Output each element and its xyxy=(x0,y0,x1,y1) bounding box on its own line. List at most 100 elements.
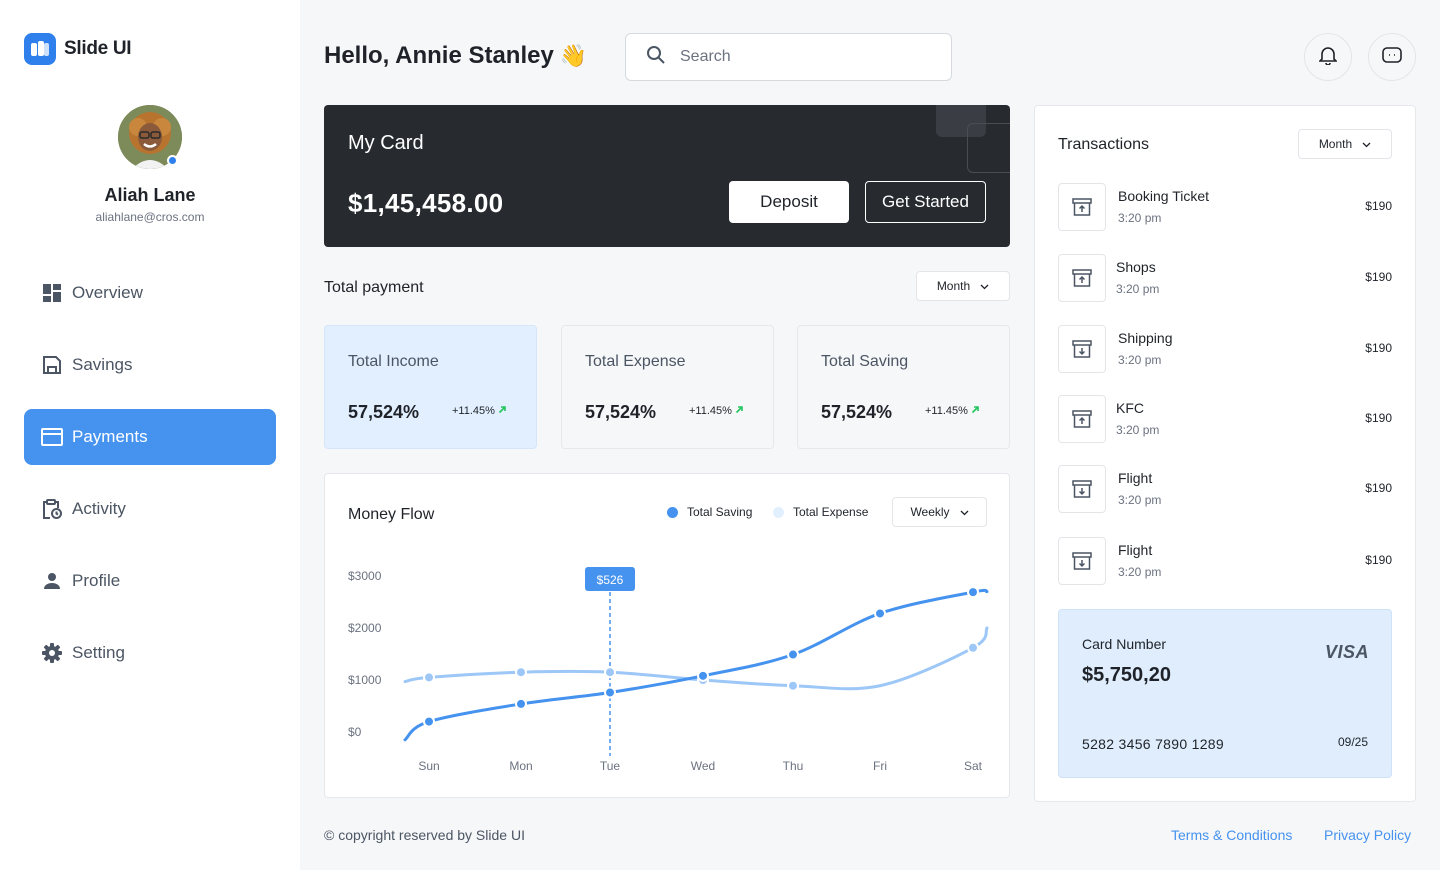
y-tick-label: $3000 xyxy=(348,569,382,583)
transaction-item[interactable]: Shipping 3:20 pm $190 xyxy=(1058,325,1392,375)
data-point xyxy=(604,666,616,679)
page-greeting: Hello, Annie Stanley 👋 xyxy=(324,42,587,70)
save-icon xyxy=(41,354,63,376)
money-flow-chart: $3000 $2000 $1000 $0 Sun Mon Tue Wed Thu Fri Sat $5… xyxy=(348,567,989,773)
sidebar-item-savings[interactable]: Savings xyxy=(24,337,276,393)
sidebar-item-overview[interactable]: Overview xyxy=(24,265,276,321)
clipboard-clock-icon xyxy=(41,498,63,520)
tooltip-label: $526 xyxy=(597,573,624,587)
transaction-item[interactable]: Booking Ticket 3:20 pm $190 xyxy=(1058,183,1392,233)
transaction-item[interactable]: KFC 3:20 pm $190 xyxy=(1058,395,1392,445)
data-point xyxy=(604,686,616,699)
transaction-time: 3:20 pm xyxy=(1118,353,1162,367)
search-input[interactable] xyxy=(680,48,920,66)
legend-swatch xyxy=(773,506,784,518)
card-decoration xyxy=(936,105,986,137)
search-bar[interactable] xyxy=(625,33,952,81)
messages-button[interactable] xyxy=(1368,33,1416,81)
deposit-button[interactable]: Deposit xyxy=(729,181,849,223)
notifications-button[interactable] xyxy=(1304,33,1352,81)
grid-icon xyxy=(41,282,63,304)
stat-label: Total Saving xyxy=(821,353,909,370)
visa-card[interactable]: Card Number $5,750,20 VISA 5282 3456 789… xyxy=(1058,609,1392,778)
stat-change-text: +11.45% xyxy=(689,405,732,417)
gear-icon xyxy=(41,642,63,664)
x-tick-label: Sat xyxy=(964,759,983,773)
sidebar-item-label: Payments xyxy=(72,427,148,446)
privacy-link[interactable]: Privacy Policy xyxy=(1324,827,1412,843)
money-flow-period-select[interactable]: Weekly xyxy=(892,497,987,527)
brand[interactable]: Slide UI xyxy=(24,33,132,65)
sidebar-item-payments[interactable]: Payments xyxy=(24,409,276,465)
transaction-amount: $190 xyxy=(1365,199,1392,213)
card-decoration xyxy=(967,123,1010,173)
stat-card-total-income[interactable]: Total Income 57,524% +11.45% xyxy=(324,325,537,449)
transaction-name: Shops xyxy=(1116,259,1156,275)
my-card-panel: My Card $1,45,458.00 Deposit Get Started xyxy=(324,105,1010,247)
sidebar-item-label: Overview xyxy=(72,283,143,302)
transaction-name: Booking Ticket xyxy=(1118,188,1210,204)
stat-change: +11.45% xyxy=(689,405,744,417)
sidebar-item-activity[interactable]: Activity xyxy=(24,481,276,537)
archive-down-icon xyxy=(1058,537,1106,585)
transaction-time: 3:20 pm xyxy=(1116,282,1160,296)
transaction-name: KFC xyxy=(1116,400,1144,416)
card-number-label: Card Number xyxy=(1082,636,1167,652)
data-point xyxy=(423,671,435,684)
transaction-amount: $190 xyxy=(1365,481,1392,495)
my-card-title: My Card xyxy=(348,132,424,154)
data-point xyxy=(967,641,979,654)
data-point xyxy=(423,715,435,728)
x-tick-label: Thu xyxy=(783,759,804,773)
stat-change-text: +11.45% xyxy=(925,405,968,417)
total-payment-period-select[interactable]: Month xyxy=(916,271,1010,301)
avatar[interactable] xyxy=(118,105,182,169)
user-email: aliahlane@cros.com xyxy=(95,210,205,224)
card-expiry: 09/25 xyxy=(1337,735,1368,749)
archive-down-icon xyxy=(1058,465,1106,513)
stat-card-total-saving[interactable]: Total Saving 57,524% +11.45% xyxy=(797,325,1010,449)
sidebar-nav: Overview Savings Payments Activity Profi… xyxy=(24,265,276,697)
greeting-text: Hello, Annie Stanley xyxy=(324,42,554,69)
x-tick-label: Mon xyxy=(509,759,532,773)
transaction-name: Shipping xyxy=(1118,330,1173,346)
stat-change: +11.45% xyxy=(452,405,507,417)
tooltip-box xyxy=(585,567,635,591)
x-tick-label: Wed xyxy=(691,759,715,773)
footer-copyright: © copyright reserved by Slide UI xyxy=(324,827,525,843)
sidebar-item-profile[interactable]: Profile xyxy=(24,553,276,609)
x-tick-label: Fri xyxy=(873,759,887,773)
search-icon xyxy=(646,45,666,70)
transaction-time: 3:20 pm xyxy=(1118,565,1162,579)
avatar-image xyxy=(118,105,182,169)
data-point xyxy=(515,697,527,710)
online-status-dot xyxy=(167,155,178,166)
sidebar-item-setting[interactable]: Setting xyxy=(24,625,276,681)
y-tick-label: $0 xyxy=(348,725,362,739)
credit-card-icon xyxy=(41,426,63,448)
transaction-time: 3:20 pm xyxy=(1118,493,1162,507)
transaction-item[interactable]: Shops 3:20 pm $190 xyxy=(1058,254,1392,304)
terms-link[interactable]: Terms & Conditions xyxy=(1171,827,1293,843)
bell-icon xyxy=(1318,45,1338,70)
period-label: Weekly xyxy=(910,505,950,519)
transactions-panel: Transactions Month Booking Ticket 3:20 p… xyxy=(1034,105,1416,802)
total-payment-title: Total payment xyxy=(324,279,424,296)
card-number: 5282 3456 7890 1289 xyxy=(1082,736,1224,752)
transaction-name: Flight xyxy=(1118,542,1153,558)
stat-card-total-expense[interactable]: Total Expense 57,524% +11.45% xyxy=(561,325,774,449)
legend-swatch xyxy=(667,506,678,518)
legend-label: Total Saving xyxy=(687,505,753,519)
transaction-item[interactable]: Flight 3:20 pm $190 xyxy=(1058,537,1392,587)
get-started-button[interactable]: Get Started xyxy=(865,181,986,223)
sidebar-item-label: Activity xyxy=(72,499,126,518)
chat-icon xyxy=(1381,45,1403,70)
transactions-period-select[interactable]: Month xyxy=(1298,129,1392,159)
stat-change: +11.45% xyxy=(925,405,980,417)
stat-change-text: +11.45% xyxy=(452,405,495,417)
transaction-time: 3:20 pm xyxy=(1118,211,1162,225)
my-card-balance: $1,45,458.00 xyxy=(348,188,504,218)
transaction-amount: $190 xyxy=(1365,270,1392,284)
archive-up-icon xyxy=(1058,254,1106,302)
transaction-item[interactable]: Flight 3:20 pm $190 xyxy=(1058,465,1392,515)
